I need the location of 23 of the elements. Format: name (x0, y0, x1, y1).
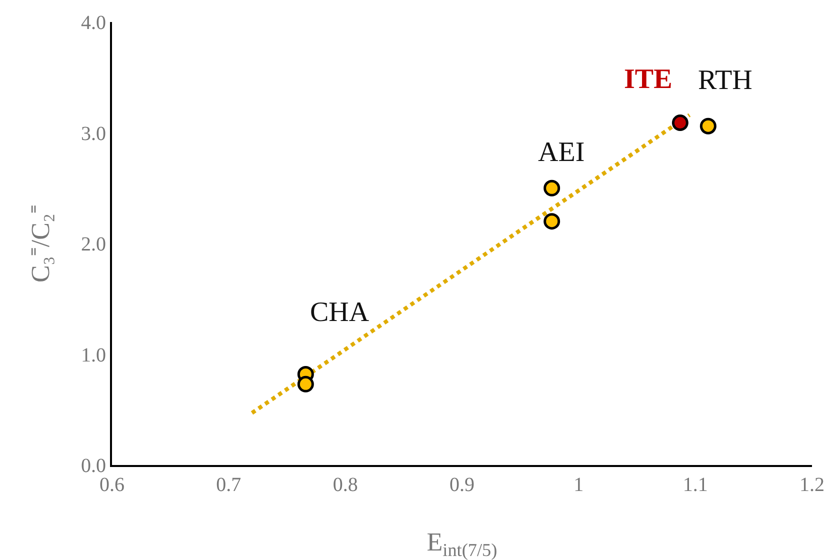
point (700, 118, 716, 134)
x-tick-label: 0.6 (100, 474, 124, 496)
y-tick-label: 4.0 (81, 12, 106, 34)
series-label: RTH (698, 65, 752, 96)
point (672, 114, 688, 132)
x-tick-label: 1.1 (682, 474, 708, 496)
x-tick-label: 0.7 (216, 474, 242, 496)
series-label: ITE (624, 64, 672, 95)
y-tick-label: 2.0 (81, 234, 106, 256)
point (544, 213, 560, 230)
point (297, 376, 314, 392)
y-tick-label: 3.0 (81, 122, 106, 145)
x-tick-label: 1 (574, 474, 584, 496)
x-tick-label: 1.2 (800, 474, 824, 496)
x-tick-label: 0.9 (450, 474, 474, 496)
series-label: CHA (310, 297, 370, 328)
x-axis-title: E$_{int(7/5)}$ (426, 528, 498, 560)
point (544, 180, 560, 196)
y-axis-title: C₃⁼/C₂⁼ (26, 204, 55, 283)
y-tick-label: 0.0 (81, 455, 106, 477)
series-label: AEI (538, 137, 585, 168)
x-tick-label: 0.8 (332, 474, 358, 496)
y-tick-label: 1.0 (81, 344, 106, 366)
